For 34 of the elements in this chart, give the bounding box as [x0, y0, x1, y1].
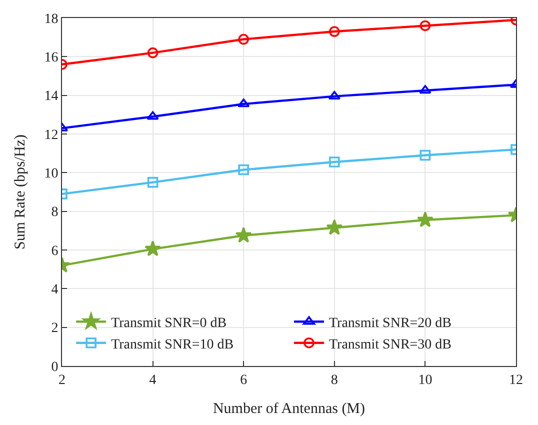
point [419, 85, 432, 94]
y-tick-label: 16 [44, 50, 58, 66]
x-tick-label: 12 [509, 372, 523, 388]
point [416, 211, 434, 228]
x-tick-label: 4 [149, 372, 156, 388]
y-tick-label: 6 [51, 244, 58, 259]
point [420, 150, 431, 161]
point [238, 164, 249, 176]
point [144, 240, 162, 256]
point [238, 34, 249, 45]
y-tick-label: 12 [44, 128, 58, 143]
y-axis-title: Sum Rate (bps/Hz) [12, 134, 28, 250]
y-tick-label: 4 [51, 282, 58, 298]
point [326, 219, 343, 235]
legend-label: Transmit SNR=10 dB [111, 337, 234, 352]
point [235, 226, 252, 243]
legend-label: Transmit SNR=30 dB [329, 337, 452, 352]
y-tick-label: 2 [51, 321, 58, 336]
y-tick-label: 0 [51, 360, 58, 375]
point [329, 156, 340, 168]
x-axis-title: Number of Antennas (M) [212, 400, 366, 417]
legend-label: Transmit SNR=0 dB [111, 316, 227, 332]
point [420, 20, 431, 32]
x-tick-label: 8 [330, 372, 338, 388]
y-tick-label: 10 [44, 166, 58, 182]
x-tick-label: 6 [240, 372, 248, 388]
point [238, 98, 250, 108]
x-tick-label: 10 [418, 372, 432, 388]
legend-label: Transmit SNR=20 dB [329, 316, 452, 332]
y-tick-label: 14 [44, 89, 58, 104]
y-tick-label: 18 [44, 12, 58, 27]
point [329, 26, 340, 37]
y-tick-label: 8 [51, 205, 58, 220]
point [328, 90, 340, 100]
